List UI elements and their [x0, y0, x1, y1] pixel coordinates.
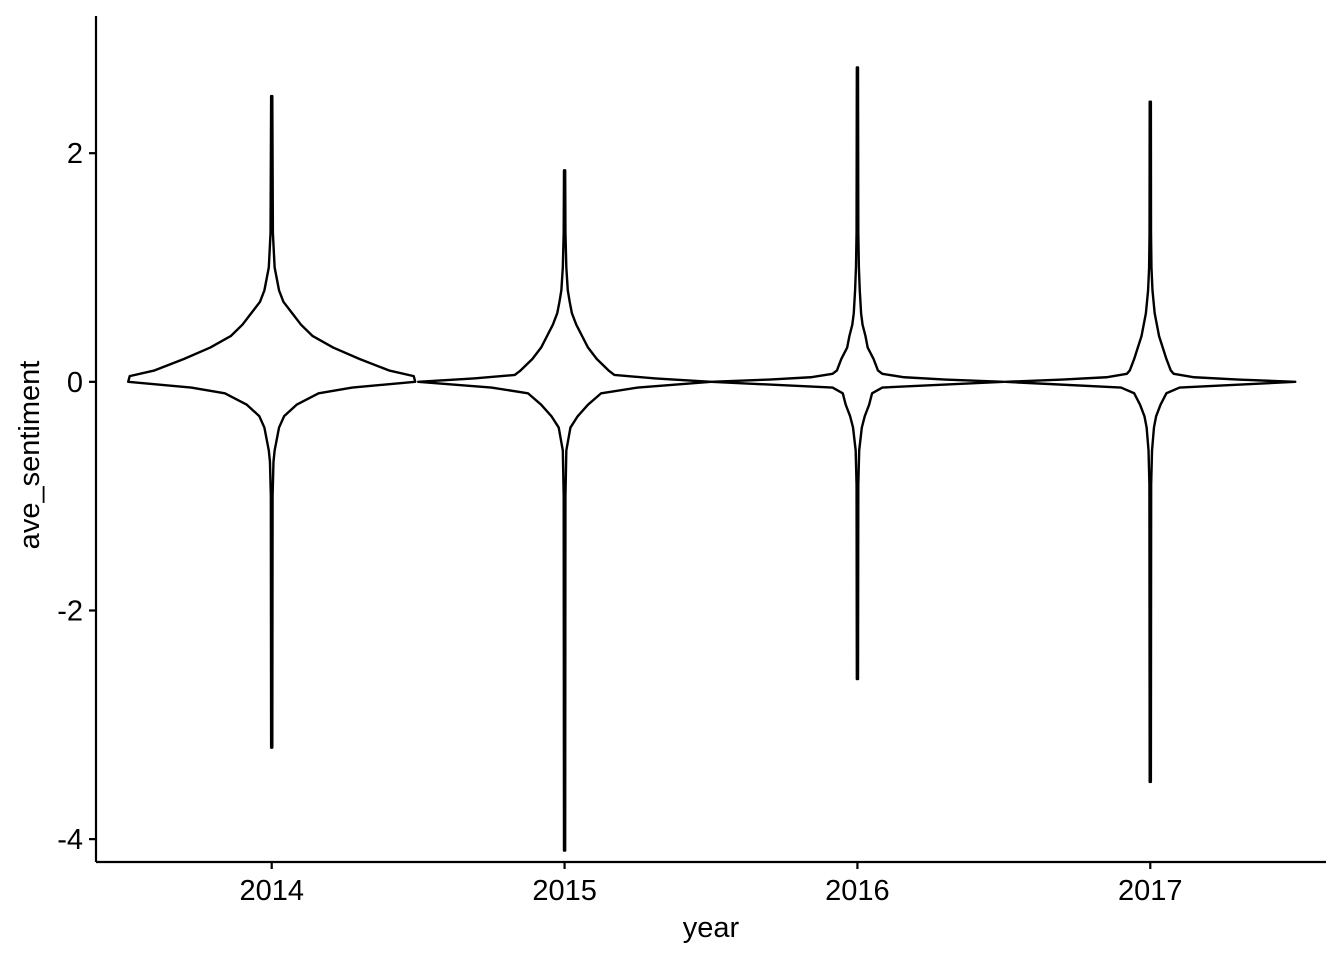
- y-axis-title: ave_sentiment: [14, 361, 46, 550]
- violin-2014: [127, 94, 417, 749]
- y-axis: 2 0 -2 -4: [57, 16, 98, 862]
- x-tick-label: 2015: [532, 875, 597, 907]
- x-axis-title: year: [683, 912, 740, 944]
- violin-2017: [1004, 100, 1297, 784]
- x-tick-label: 2014: [239, 875, 304, 907]
- x-axis: 2014 2015 2016 2017: [96, 860, 1326, 907]
- y-tick-label: -4: [57, 824, 83, 856]
- y-tick-label: 2: [67, 138, 83, 170]
- y-tick-label: 0: [67, 367, 83, 399]
- y-tick-label: -2: [57, 595, 83, 627]
- violin-layer: [127, 66, 1297, 852]
- violin-2015: [416, 169, 713, 852]
- x-tick-label: 2017: [1118, 875, 1183, 907]
- x-tick-label: 2016: [825, 875, 890, 907]
- violin-2016: [709, 66, 1006, 681]
